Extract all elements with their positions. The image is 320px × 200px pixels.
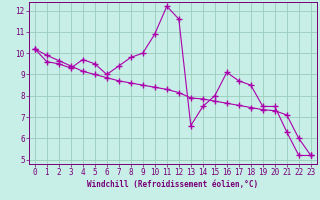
X-axis label: Windchill (Refroidissement éolien,°C): Windchill (Refroidissement éolien,°C)	[87, 180, 258, 189]
